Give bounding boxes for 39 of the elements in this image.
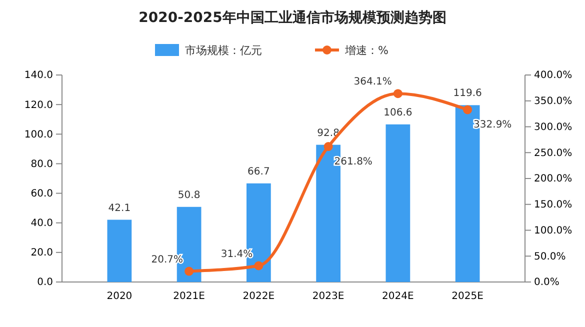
y-tick-label: 140.0 [24, 70, 53, 82]
y2-tick-label: 150.0% [534, 200, 572, 211]
x-tick-label: 2025E [452, 291, 484, 302]
data-label: 66.7 [248, 166, 270, 178]
y2-tick-label: 250.0% [534, 148, 572, 159]
bar [386, 124, 410, 282]
y-tick-label: 20.0 [30, 248, 53, 259]
y2-tick-label: 0.0% [534, 277, 560, 288]
data-label: 106.6 [384, 107, 412, 118]
data-label: 50.8 [178, 190, 200, 201]
y2-tick-label: 350.0% [534, 96, 572, 108]
point [184, 266, 194, 276]
legend-label: 市场规模：亿元 [185, 44, 262, 57]
y-tick-label: 40.0 [30, 218, 53, 230]
y2-tick-label: 100.0% [534, 225, 572, 236]
point [254, 261, 264, 270]
y-tick-label: 60.0 [30, 188, 53, 200]
x-tick-label: 2021E [173, 291, 205, 302]
chart-title: 2020-2025年中国工业通信市场规模预测趋势图 [138, 9, 446, 26]
y2-tick-label: 200.0% [534, 174, 572, 185]
x-tick-label: 2023E [312, 291, 344, 302]
y-tick-label: 120.0 [24, 100, 53, 111]
y-tick-label: 0.0 [37, 277, 53, 288]
y2-tick-label: 400.0% [534, 70, 572, 82]
bar [107, 220, 132, 282]
y-tick-label: 80.0 [30, 158, 53, 170]
y2-tick-label: 50.0% [534, 251, 566, 262]
y-tick-label: 100.0 [24, 129, 53, 140]
legend-label: 增速：% [344, 44, 388, 57]
point [324, 142, 333, 152]
point [393, 89, 402, 98]
point [463, 105, 472, 114]
x-tick-label: 2022E [242, 291, 275, 302]
x-tick-label: 2024E [382, 291, 414, 302]
data-label: 119.6 [453, 88, 482, 100]
x-tick-label: 2020 [106, 291, 132, 302]
y2-tick-label: 300.0% [534, 122, 572, 133]
data-label: 42.1 [108, 202, 131, 214]
data-label: 364.1% [354, 76, 392, 88]
